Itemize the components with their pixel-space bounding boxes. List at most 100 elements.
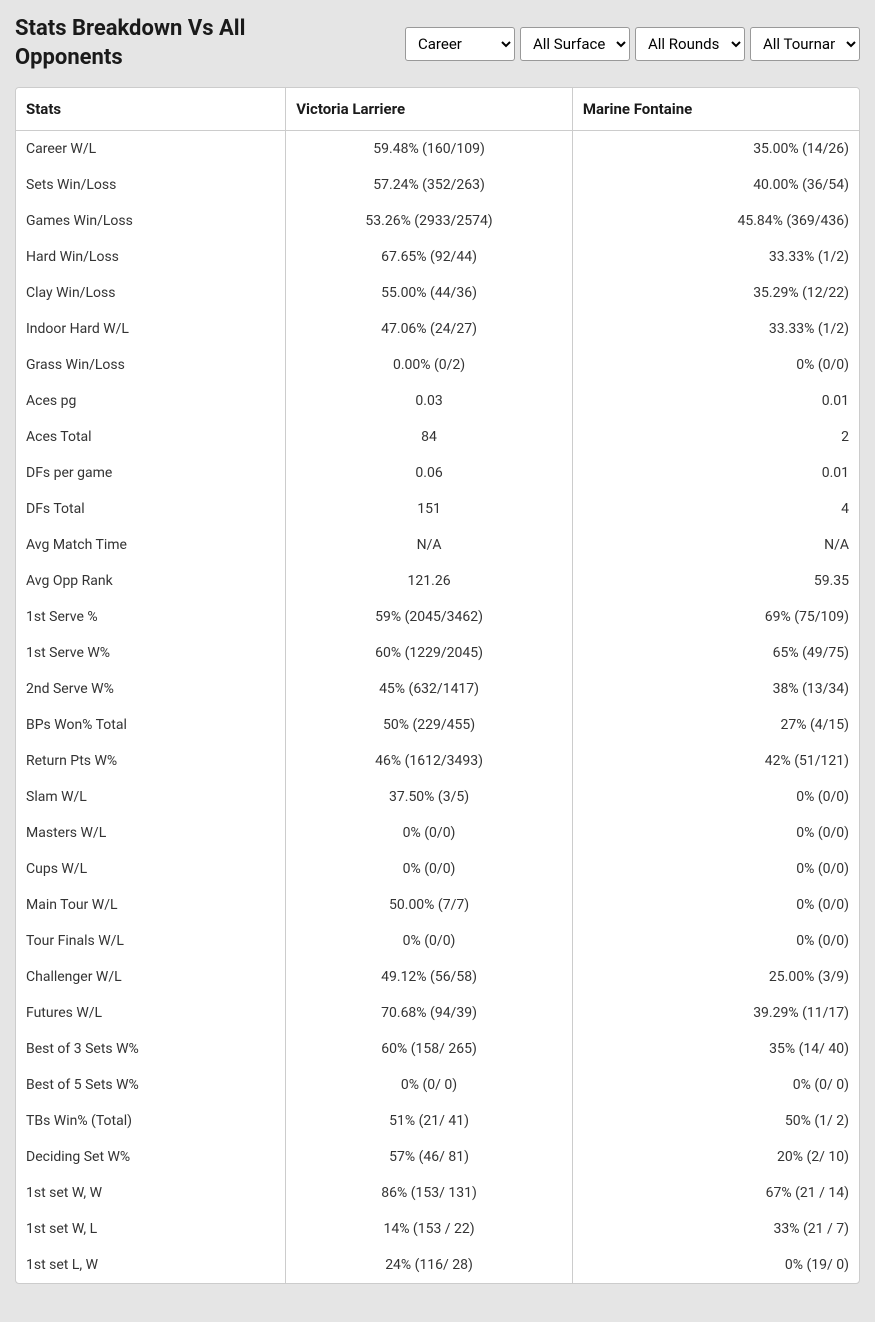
table-row: Cups W/L0% (0/0)0% (0/0) — [16, 851, 859, 887]
table-row: BPs Won% Total50% (229/455)27% (4/15) — [16, 707, 859, 743]
stat-label: Challenger W/L — [16, 959, 286, 995]
stat-value: 47.06% (24/27) — [286, 311, 573, 347]
table-row: DFs Total1514 — [16, 491, 859, 527]
filter-controls: Career All Surfaces All Rounds All Tourn… — [405, 27, 860, 61]
stats-table: Stats Victoria Larriere Marine Fontaine … — [16, 88, 859, 1283]
stat-label: Sets Win/Loss — [16, 167, 286, 203]
stat-label: 2nd Serve W% — [16, 671, 286, 707]
column-header-player2: Marine Fontaine — [572, 88, 859, 131]
stat-value: 60% (158/ 265) — [286, 1031, 573, 1067]
stat-value: 42% (51/121) — [572, 743, 859, 779]
table-row: 1st Serve W%60% (1229/2045)65% (49/75) — [16, 635, 859, 671]
stat-value: 70.68% (94/39) — [286, 995, 573, 1031]
stat-value: 40.00% (36/54) — [572, 167, 859, 203]
tournament-select[interactable]: All Tournaments — [750, 27, 860, 61]
table-row: Sets Win/Loss57.24% (352/263)40.00% (36/… — [16, 167, 859, 203]
stat-label: Avg Match Time — [16, 527, 286, 563]
table-row: Futures W/L70.68% (94/39)39.29% (11/17) — [16, 995, 859, 1031]
column-header-player1: Victoria Larriere — [286, 88, 573, 131]
career-select[interactable]: Career — [405, 27, 515, 61]
stat-value: 0% (0/0) — [572, 923, 859, 959]
stat-label: Cups W/L — [16, 851, 286, 887]
stat-value: 86% (153/ 131) — [286, 1175, 573, 1211]
stat-value: 39.29% (11/17) — [572, 995, 859, 1031]
stat-value: 59% (2045/3462) — [286, 599, 573, 635]
stat-value: 33.33% (1/2) — [572, 239, 859, 275]
stat-value: 60% (1229/2045) — [286, 635, 573, 671]
stat-label: Games Win/Loss — [16, 203, 286, 239]
stat-value: 53.26% (2933/2574) — [286, 203, 573, 239]
table-row: Games Win/Loss53.26% (2933/2574)45.84% (… — [16, 203, 859, 239]
table-row: 2nd Serve W%45% (632/1417)38% (13/34) — [16, 671, 859, 707]
stat-label: Tour Finals W/L — [16, 923, 286, 959]
stat-value: 51% (21/ 41) — [286, 1103, 573, 1139]
page-title: Stats Breakdown Vs All Opponents — [15, 15, 315, 72]
table-row: Challenger W/L49.12% (56/58)25.00% (3/9) — [16, 959, 859, 995]
stat-value: 55.00% (44/36) — [286, 275, 573, 311]
stat-value: 0.01 — [572, 455, 859, 491]
stat-label: TBs Win% (Total) — [16, 1103, 286, 1139]
table-row: Best of 3 Sets W%60% (158/ 265)35% (14/ … — [16, 1031, 859, 1067]
stat-label: Best of 3 Sets W% — [16, 1031, 286, 1067]
stat-label: Slam W/L — [16, 779, 286, 815]
stat-value: 0% (0/ 0) — [572, 1067, 859, 1103]
stat-value: 67% (21 / 14) — [572, 1175, 859, 1211]
table-row: DFs per game0.060.01 — [16, 455, 859, 491]
stat-label: 1st Serve W% — [16, 635, 286, 671]
stat-value: 14% (153 / 22) — [286, 1211, 573, 1247]
table-row: Grass Win/Loss0.00% (0/2)0% (0/0) — [16, 347, 859, 383]
stat-value: 33% (21 / 7) — [572, 1211, 859, 1247]
stat-value: 0.06 — [286, 455, 573, 491]
stat-value: 35% (14/ 40) — [572, 1031, 859, 1067]
stat-label: Grass Win/Loss — [16, 347, 286, 383]
stat-value: 50% (1/ 2) — [572, 1103, 859, 1139]
table-row: Slam W/L37.50% (3/5)0% (0/0) — [16, 779, 859, 815]
stat-label: Return Pts W% — [16, 743, 286, 779]
column-header-stats: Stats — [16, 88, 286, 131]
stat-value: 0% (0/0) — [572, 347, 859, 383]
page-header: Stats Breakdown Vs All Opponents Career … — [15, 15, 860, 72]
table-row: Main Tour W/L50.00% (7/7)0% (0/0) — [16, 887, 859, 923]
table-row: Avg Opp Rank121.2659.35 — [16, 563, 859, 599]
stat-value: 0% (0/0) — [572, 815, 859, 851]
stat-label: Indoor Hard W/L — [16, 311, 286, 347]
surface-select[interactable]: All Surfaces — [520, 27, 630, 61]
stat-value: 0.00% (0/2) — [286, 347, 573, 383]
stat-value: 151 — [286, 491, 573, 527]
table-row: Aces Total842 — [16, 419, 859, 455]
stat-label: Aces pg — [16, 383, 286, 419]
stat-label: Avg Opp Rank — [16, 563, 286, 599]
table-row: 1st set W, L14% (153 / 22)33% (21 / 7) — [16, 1211, 859, 1247]
stat-value: 57.24% (352/263) — [286, 167, 573, 203]
stat-value: 65% (49/75) — [572, 635, 859, 671]
table-row: Indoor Hard W/L47.06% (24/27)33.33% (1/2… — [16, 311, 859, 347]
stat-value: 69% (75/109) — [572, 599, 859, 635]
stat-value: 121.26 — [286, 563, 573, 599]
table-row: TBs Win% (Total)51% (21/ 41)50% (1/ 2) — [16, 1103, 859, 1139]
stat-label: Aces Total — [16, 419, 286, 455]
stat-label: Main Tour W/L — [16, 887, 286, 923]
stat-value: 50% (229/455) — [286, 707, 573, 743]
table-row: Tour Finals W/L0% (0/0)0% (0/0) — [16, 923, 859, 959]
stat-value: 0% (0/0) — [286, 851, 573, 887]
stat-value: 27% (4/15) — [572, 707, 859, 743]
stat-label: 1st set W, W — [16, 1175, 286, 1211]
stat-label: Career W/L — [16, 131, 286, 168]
stat-value: 50.00% (7/7) — [286, 887, 573, 923]
stat-label: 1st set W, L — [16, 1211, 286, 1247]
stat-value: 0% (0/0) — [286, 815, 573, 851]
rounds-select[interactable]: All Rounds — [635, 27, 745, 61]
stat-value: 46% (1612/3493) — [286, 743, 573, 779]
table-row: Aces pg0.030.01 — [16, 383, 859, 419]
stat-value: 0% (0/0) — [286, 923, 573, 959]
stat-value: 0% (0/0) — [572, 887, 859, 923]
stat-label: DFs per game — [16, 455, 286, 491]
stats-table-container: Stats Victoria Larriere Marine Fontaine … — [15, 87, 860, 1284]
table-row: 1st set L, W24% (116/ 28)0% (19/ 0) — [16, 1247, 859, 1283]
stat-value: 4 — [572, 491, 859, 527]
stat-label: DFs Total — [16, 491, 286, 527]
table-row: Hard Win/Loss67.65% (92/44)33.33% (1/2) — [16, 239, 859, 275]
stat-value: 59.35 — [572, 563, 859, 599]
stat-label: 1st set L, W — [16, 1247, 286, 1283]
stat-value: 33.33% (1/2) — [572, 311, 859, 347]
